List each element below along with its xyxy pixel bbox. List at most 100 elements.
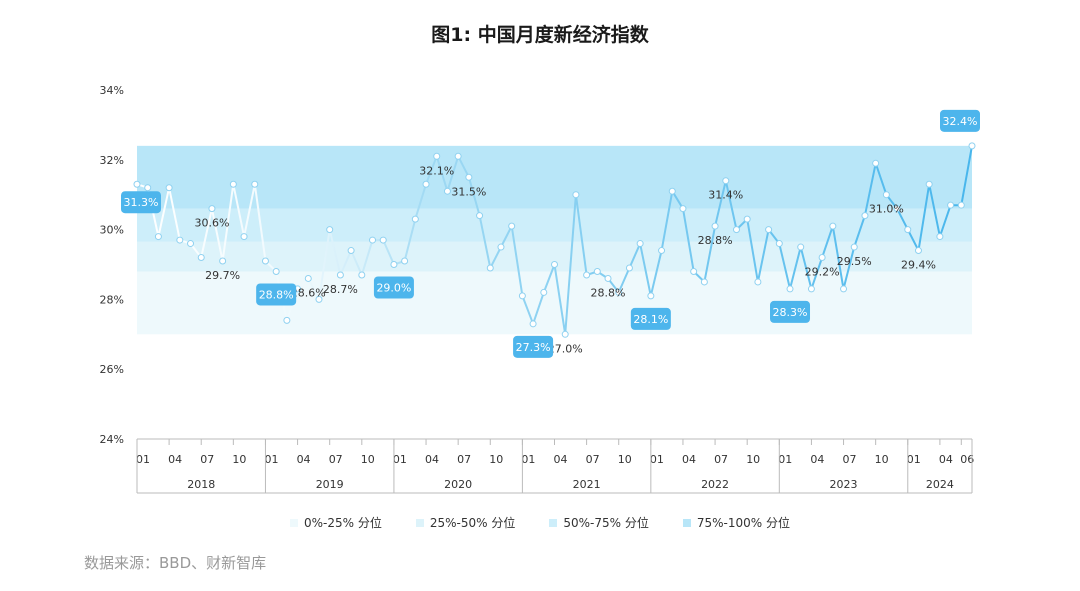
data-point xyxy=(486,264,494,272)
data-label: 29.7% xyxy=(205,269,240,282)
data-point xyxy=(551,261,558,268)
legend-label: 0%-25% 分位 xyxy=(304,516,382,530)
quartile-band xyxy=(137,145,972,209)
y-tick-label: 30% xyxy=(100,224,124,237)
callout-text: 32.4% xyxy=(943,115,978,128)
x-tick-label: 07 xyxy=(586,453,600,466)
data-point xyxy=(229,180,237,188)
data-point xyxy=(936,233,944,241)
callout-text: 28.3% xyxy=(773,306,808,319)
data-label: 31.4% xyxy=(708,189,743,202)
data-point xyxy=(732,226,740,234)
data-point xyxy=(518,292,526,300)
data-point xyxy=(272,267,280,275)
data-point xyxy=(465,173,473,181)
legend-label: 50%-75% 分位 xyxy=(563,516,649,530)
x-tick-label: 07 xyxy=(457,453,471,466)
callout-bubble: 31.3% xyxy=(121,191,161,214)
data-label: 28.8% xyxy=(591,286,626,299)
x-tick-label: 07 xyxy=(714,453,728,466)
data-point xyxy=(401,257,409,265)
data-point xyxy=(379,236,387,244)
data-point xyxy=(476,212,484,220)
legend-item-50-75: 50%-75% 分位 xyxy=(549,514,649,531)
x-tick-label: 04 xyxy=(682,453,696,466)
callout-bubble: 29.0% xyxy=(373,276,414,299)
data-point xyxy=(925,180,933,188)
data-point xyxy=(604,274,612,282)
data-point xyxy=(754,278,762,286)
callout-bubble: 27.3% xyxy=(513,335,554,358)
x-tick-label: 10 xyxy=(489,453,503,466)
data-point xyxy=(668,187,676,195)
data-point xyxy=(240,233,248,241)
data-point xyxy=(261,257,269,265)
x-tick-label: 01 xyxy=(264,453,278,466)
legend-label: 25%-50% 分位 xyxy=(429,516,516,530)
data-point xyxy=(872,159,880,167)
year-label: 2024 xyxy=(926,478,954,491)
y-tick-label: 28% xyxy=(100,293,124,306)
x-tick-label: 06 xyxy=(960,453,974,466)
data-point xyxy=(711,222,719,230)
x-tick-label: 01 xyxy=(650,453,664,466)
data-point xyxy=(347,247,355,255)
x-tick-label: 01 xyxy=(778,453,792,466)
x-tick-label: 07 xyxy=(200,453,214,466)
data-point xyxy=(636,240,644,248)
data-point xyxy=(443,187,451,195)
x-tick-label: 01 xyxy=(136,453,150,466)
y-tick-label: 32% xyxy=(100,154,124,167)
year-label: 2023 xyxy=(830,478,858,491)
legend-item-25-50: 25%-50% 分位 xyxy=(415,514,516,531)
callout-box xyxy=(121,191,161,214)
y-tick-label: 24% xyxy=(100,433,124,446)
x-tick-label: 10 xyxy=(618,453,632,466)
callout-bubble: 28.3% xyxy=(770,300,811,323)
data-point xyxy=(893,205,901,213)
data-point xyxy=(176,236,184,244)
x-tick-label: 10 xyxy=(746,453,760,466)
data-point xyxy=(882,191,890,199)
data-point xyxy=(208,205,216,213)
data-point xyxy=(561,330,569,338)
data-point xyxy=(197,254,205,262)
data-point xyxy=(315,295,323,303)
callout-box xyxy=(770,300,811,323)
data-point xyxy=(283,316,291,324)
data-point xyxy=(690,267,698,275)
data-point xyxy=(336,271,344,279)
data-label: 29.2% xyxy=(805,266,840,279)
x-tick-label: 07 xyxy=(843,453,857,466)
x-tick-label: 07 xyxy=(329,453,343,466)
source-note: 数据来源：BBD、财新智库 xyxy=(84,554,267,572)
data-point xyxy=(411,215,419,223)
y-tick-label: 34% xyxy=(100,84,124,97)
legend-swatch xyxy=(682,518,691,527)
year-label: 2020 xyxy=(444,478,472,491)
data-point xyxy=(818,254,826,262)
callout-box xyxy=(630,307,671,330)
callout-text: 29.0% xyxy=(376,282,411,295)
x-tick-label: 01 xyxy=(521,453,535,466)
data-label: 28.6% xyxy=(291,286,326,299)
data-point xyxy=(219,257,227,265)
x-tick-label: 04 xyxy=(939,453,953,466)
data-label: 30.6% xyxy=(194,217,229,230)
data-point xyxy=(947,201,955,209)
data-point xyxy=(593,267,601,275)
year-label: 2021 xyxy=(573,478,601,491)
data-point xyxy=(529,320,537,328)
legend-item-0-25: 0%-25% 分位 xyxy=(290,514,382,531)
x-tick-label: 01 xyxy=(907,453,921,466)
data-point xyxy=(722,177,730,185)
data-point xyxy=(658,247,666,255)
callout-box xyxy=(940,109,980,132)
callout-text: 31.3% xyxy=(124,196,159,209)
data-point xyxy=(840,285,848,293)
callout-box xyxy=(513,335,554,358)
x-tick-label: 04 xyxy=(168,453,182,466)
legend-label: 75%-100% 分位 xyxy=(696,516,790,530)
chart-title: 图1: 中国月度新经济指数 xyxy=(431,24,649,46)
data-point xyxy=(807,285,815,293)
